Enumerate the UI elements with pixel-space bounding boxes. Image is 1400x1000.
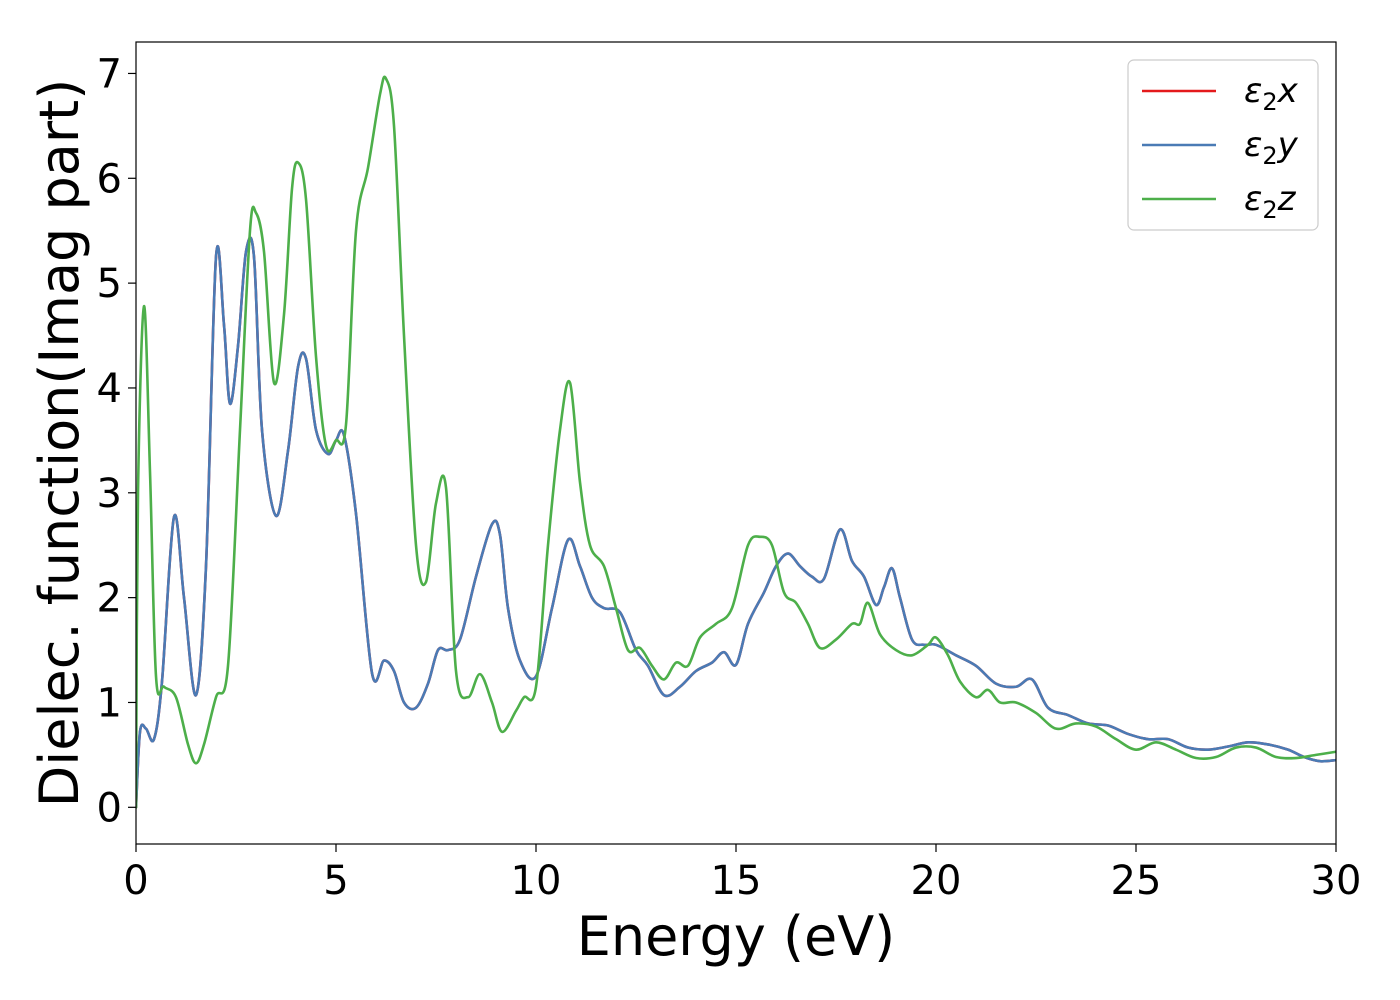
- y-tick-label: 1: [97, 680, 122, 726]
- y-axis-label: Dielec. function(Imag part): [28, 79, 91, 808]
- legend-label-x: ε2x: [1244, 71, 1299, 116]
- x-tick-label: 15: [711, 858, 762, 904]
- legend-box: [1127, 59, 1319, 231]
- y-tick-label: 7: [97, 51, 122, 97]
- y-tick-label: 6: [97, 156, 122, 202]
- series-line-z: [136, 75, 1336, 809]
- y-tick-label: 3: [97, 471, 122, 517]
- series-layer: [136, 75, 1336, 809]
- y-tick-label: 5: [97, 261, 122, 307]
- legend-items: ε2x ε2y ε2z: [1142, 71, 1299, 224]
- x-tick-label: 30: [1311, 858, 1362, 904]
- series-line-y: [136, 236, 1336, 809]
- x-tick-label: 10: [511, 858, 562, 904]
- x-tick-label: 0: [123, 858, 148, 904]
- y-axis: 0 1 2 3 4 5 6 7: [97, 51, 136, 831]
- y-tick-label: 4: [97, 366, 122, 412]
- y-tick-label: 2: [97, 576, 122, 622]
- legend-label-z: ε2z: [1244, 179, 1297, 224]
- y-tick-label: 0: [97, 785, 122, 831]
- x-tick-label: 5: [323, 858, 348, 904]
- x-tick-label: 20: [911, 858, 962, 904]
- legend-label-y: ε2y: [1244, 125, 1299, 170]
- x-tick-label: 25: [1111, 858, 1162, 904]
- x-axis: 0 5 10 15 20 25 30: [123, 844, 1361, 904]
- x-axis-label: Energy (eV): [577, 905, 896, 968]
- legend: ε2x ε2y ε2z: [1127, 59, 1319, 231]
